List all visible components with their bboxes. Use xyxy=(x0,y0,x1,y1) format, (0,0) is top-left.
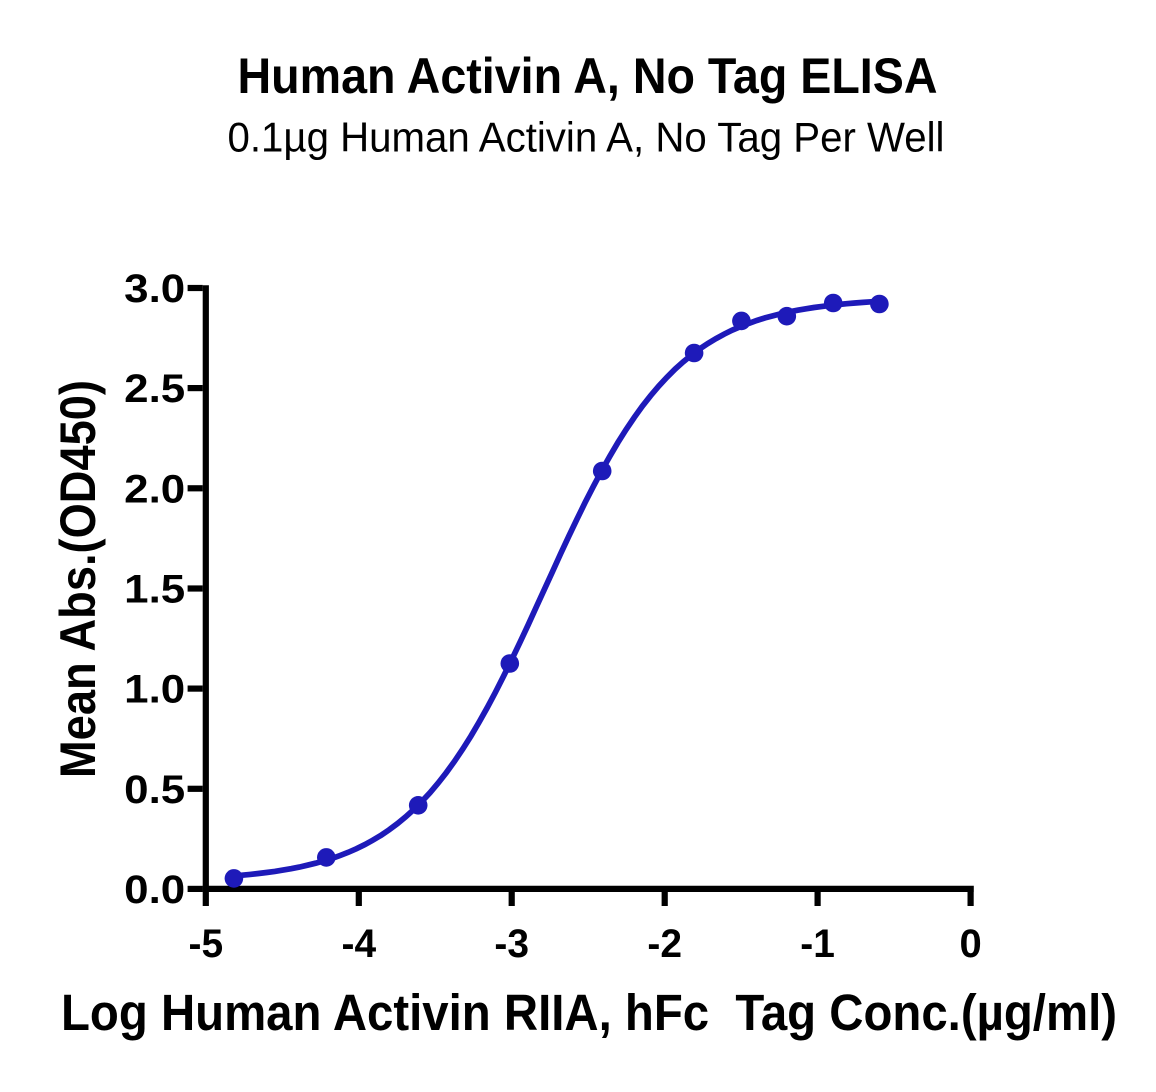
svg-text:1.5: 1.5 xyxy=(124,568,185,612)
svg-text:2.5: 2.5 xyxy=(124,367,185,411)
svg-text:0: 0 xyxy=(959,922,981,966)
svg-text:3.0: 3.0 xyxy=(124,267,185,311)
svg-text:Mean Abs.(OD450): Mean Abs.(OD450) xyxy=(50,380,106,778)
svg-text:-5: -5 xyxy=(189,922,224,966)
svg-text:Log Human Activin RIIA, hFc T: Log Human Activin RIIA, hFc Tag Conc.(µg… xyxy=(61,984,1117,1041)
svg-text:0.0: 0.0 xyxy=(124,868,185,912)
svg-text:-4: -4 xyxy=(342,922,377,966)
svg-text:-2: -2 xyxy=(647,922,682,966)
svg-text:-1: -1 xyxy=(800,922,835,966)
svg-text:1.0: 1.0 xyxy=(124,668,185,712)
svg-text:Human Activin A, No Tag ELISA: Human Activin A, No Tag ELISA xyxy=(238,48,938,104)
svg-text:-3: -3 xyxy=(494,922,529,966)
svg-text:2.0: 2.0 xyxy=(124,467,185,511)
svg-text:0.1µg Human Activin A, No Tag: 0.1µg Human Activin A, No Tag Per Well xyxy=(228,114,945,161)
svg-text:0.5: 0.5 xyxy=(124,768,185,812)
